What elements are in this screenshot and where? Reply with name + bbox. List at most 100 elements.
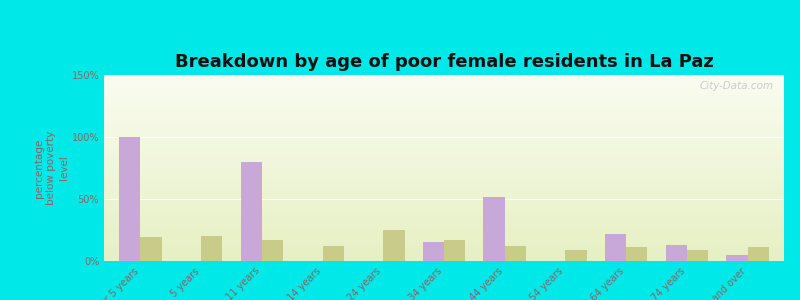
Bar [104,223,784,224]
Bar [104,237,784,238]
Bar [104,250,784,251]
Bar [104,196,784,197]
Bar [104,123,784,124]
Bar [104,177,784,178]
Bar [104,142,784,143]
Bar [104,248,784,249]
Bar [104,150,784,151]
Bar [104,160,784,161]
Bar [104,178,784,179]
Bar [104,185,784,186]
Bar [104,209,784,210]
Bar [104,246,784,247]
Bar [104,194,784,195]
Bar [104,122,784,123]
Bar [104,167,784,168]
Bar [104,251,784,252]
Bar [104,92,784,93]
Bar [104,206,784,207]
Bar [104,166,784,167]
Bar [104,111,784,112]
Bar [104,152,784,153]
Bar [104,168,784,169]
Bar [104,106,784,108]
Bar [104,215,784,216]
Bar [104,89,784,90]
Bar [104,183,784,184]
Bar [104,81,784,82]
Bar [104,175,784,176]
Bar [104,207,784,208]
Bar [104,255,784,256]
Bar [104,181,784,182]
Bar [687,250,708,261]
Bar [104,108,784,109]
Bar [104,232,784,233]
Bar [104,258,784,259]
Bar [104,145,784,146]
Bar [104,229,784,230]
Bar [104,198,784,199]
Bar [104,216,784,217]
Bar [104,116,784,117]
Bar [104,95,784,96]
Bar [104,165,784,166]
Bar [383,230,405,261]
Bar [104,256,784,257]
Bar [104,247,784,248]
Bar [104,202,784,203]
Bar [104,143,784,144]
Bar [104,169,784,170]
Bar [626,248,647,261]
Bar [104,101,784,102]
Bar [104,93,784,94]
Bar [104,230,784,231]
Bar [104,90,784,91]
Bar [104,125,784,126]
Bar [104,245,784,246]
Bar [104,219,784,220]
Bar [104,239,784,240]
Bar [119,137,141,261]
Bar [104,146,784,147]
Bar [104,225,784,226]
Bar [104,120,784,121]
Bar [104,257,784,258]
Bar [104,119,784,120]
Y-axis label: percentage
below poverty
level: percentage below poverty level [34,131,69,205]
Bar [104,235,784,236]
Bar [104,109,784,110]
Bar [104,129,784,130]
Bar [104,113,784,114]
Bar [104,163,784,164]
Bar [104,77,784,78]
Bar [605,234,626,261]
Bar [104,110,784,111]
Bar [104,180,784,181]
Bar [104,151,784,152]
Bar [104,187,784,188]
Bar [104,141,784,142]
Bar [444,240,466,261]
Bar [241,162,262,261]
Bar [104,179,784,180]
Bar [104,240,784,241]
Bar [104,201,784,202]
Bar [104,231,784,232]
Bar [104,197,784,198]
Bar [104,191,784,192]
Bar [104,211,784,212]
Bar [483,196,505,261]
Bar [104,91,784,92]
Bar [104,210,784,211]
Bar [104,242,784,243]
Bar [104,104,784,105]
Bar [104,100,784,101]
Bar [104,260,784,261]
Bar [104,130,784,131]
Bar [104,208,784,209]
Bar [104,78,784,79]
Bar [104,137,784,138]
Bar [104,82,784,83]
Bar [104,153,784,154]
